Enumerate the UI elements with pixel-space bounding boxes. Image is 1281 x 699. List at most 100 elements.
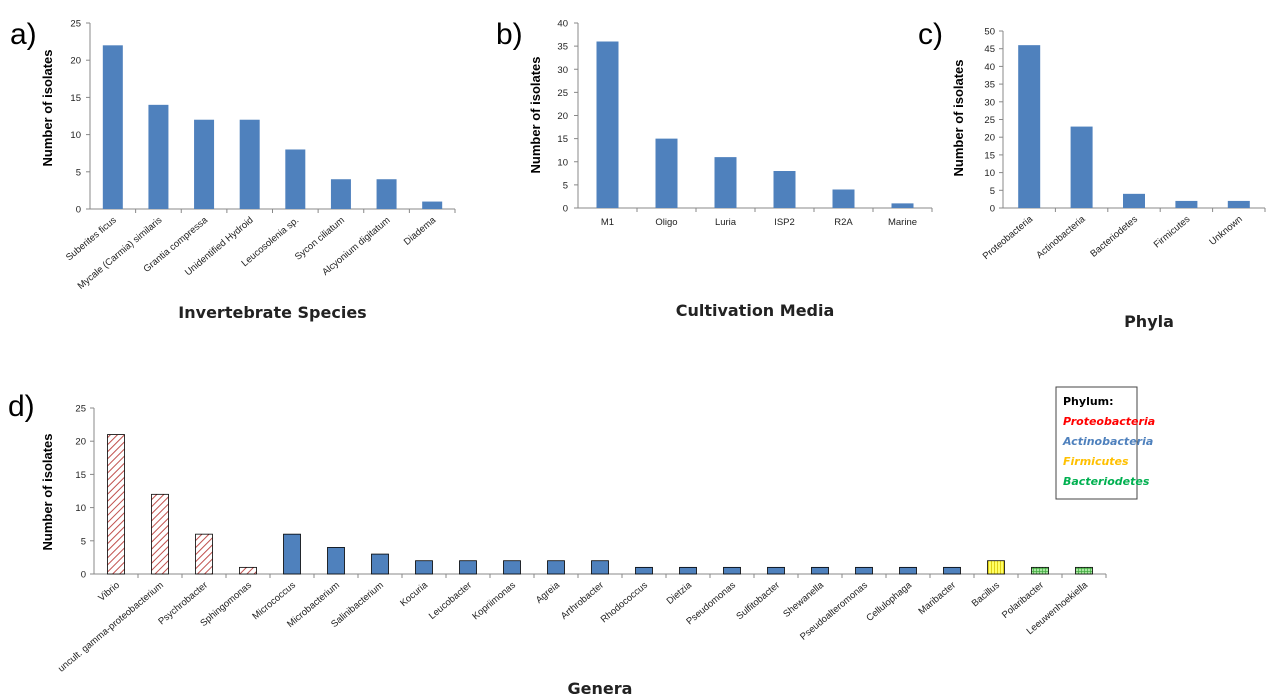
bar xyxy=(415,560,433,575)
bar xyxy=(679,566,697,575)
bar xyxy=(327,547,345,575)
y-tick-label: 25 xyxy=(75,404,86,415)
y-tick-label: 25 xyxy=(70,19,81,30)
y-tick-label: 20 xyxy=(75,437,86,448)
y-tick-label: 25 xyxy=(984,115,995,126)
x-tick-label: R2A xyxy=(834,217,853,228)
chart-panel-4: d)Number of isolates0510152025Vibriouncu… xyxy=(8,386,1155,698)
x-tick-label: Vibrio xyxy=(96,580,122,604)
y-tick-label: 40 xyxy=(984,62,995,73)
bar xyxy=(943,566,961,575)
bar xyxy=(1227,200,1250,208)
y-tick-label: 10 xyxy=(557,157,568,168)
y-tick-label: 10 xyxy=(75,503,86,514)
x-tick-label: Polaribacter xyxy=(1000,580,1046,621)
x-tick-label: Agreia xyxy=(534,579,563,606)
y-tick-label: 30 xyxy=(557,65,568,76)
bar xyxy=(148,104,169,209)
y-tick-label: 15 xyxy=(984,150,995,161)
x-tick-label: Proteobacteria xyxy=(981,213,1036,262)
y-tick-label: 0 xyxy=(990,204,995,215)
y-tick-label: 0 xyxy=(81,570,86,581)
x-tick-label: ISP2 xyxy=(774,217,795,228)
y-tick-label: 25 xyxy=(557,88,568,99)
bar xyxy=(1018,45,1041,208)
panel-letter: b) xyxy=(496,18,523,51)
bar xyxy=(596,41,619,208)
legend-item: Bacteriodetes xyxy=(1063,475,1150,488)
bar xyxy=(714,157,737,208)
y-tick-label: 10 xyxy=(70,130,81,141)
x-tick-label: Mycale (Carmia) similaris xyxy=(76,215,165,292)
x-tick-label: Bacillus xyxy=(970,580,1002,610)
y-tick-label: 30 xyxy=(984,97,995,108)
chart-panel-3: c) Number of isolates 0 5 10 15 20 25 30 35 40 45 50… xyxy=(918,18,1266,331)
y-tick-label: 5 xyxy=(990,186,995,197)
bar xyxy=(239,119,260,209)
legend-box xyxy=(1055,386,1138,500)
bar xyxy=(330,179,351,209)
bar xyxy=(285,149,306,209)
panel-letter: a) xyxy=(10,18,37,51)
y-tick-label: 5 xyxy=(76,167,81,178)
panel-letter: d) xyxy=(8,390,35,423)
bar xyxy=(547,560,565,575)
bar xyxy=(891,203,914,208)
y-tick-label: 0 xyxy=(563,204,568,215)
x-tick-label: Rhodococcus xyxy=(599,580,650,626)
x-tick-label: Firmicutes xyxy=(1152,214,1193,251)
bar xyxy=(1123,193,1145,208)
bar xyxy=(832,189,855,208)
x-tick-label: Sulfitobacter xyxy=(734,580,782,622)
bar xyxy=(635,566,653,575)
y-tick-label: 20 xyxy=(984,133,995,144)
y-tick-label: 15 xyxy=(75,470,86,481)
legend-item: Firmicutes xyxy=(1063,455,1129,468)
x-tick-label: Marine xyxy=(888,217,917,228)
bar xyxy=(811,566,829,575)
legend: Phylum: Proteobacteria Actinobacteria Firmi… xyxy=(1055,386,1155,500)
bar xyxy=(987,560,1005,575)
y-tick-label: 45 xyxy=(984,44,995,55)
x-tick-label: Bacteriodetes xyxy=(1088,214,1140,260)
x-axis-title: Phyla xyxy=(1124,312,1174,331)
legend-item: Proteobacteria xyxy=(1063,415,1155,428)
bar xyxy=(195,533,213,575)
bar xyxy=(591,560,609,575)
bar xyxy=(767,566,785,575)
bar xyxy=(422,201,443,209)
bar xyxy=(1075,566,1093,575)
bar xyxy=(899,566,917,575)
y-tick-label: 40 xyxy=(557,19,568,30)
x-tick-label: Dietzia xyxy=(665,579,695,607)
panel-letter: c) xyxy=(918,18,943,51)
chart-panel-1: a)Number of isolates0510152025Suberites … xyxy=(10,18,456,322)
bar xyxy=(102,45,123,209)
y-tick-label: 35 xyxy=(557,42,568,53)
legend-item: Actinobacteria xyxy=(1062,435,1153,448)
bar xyxy=(107,434,125,575)
y-tick-label: 10 xyxy=(984,168,995,179)
x-tick-label: Shewanella xyxy=(781,579,826,619)
chart-panel-2: b) Number of isolates 0 5 10 15 20 25 30 35 40 M1 Ol… xyxy=(496,18,933,320)
x-tick-label: Cellulophaga xyxy=(864,579,914,624)
x-tick-label: Kopriimonas xyxy=(470,580,518,623)
x-axis-title: Genera xyxy=(568,679,633,698)
bar xyxy=(723,566,741,575)
bar xyxy=(855,566,873,575)
y-axis-title: Number of isolates xyxy=(40,433,55,550)
x-tick-label: M1 xyxy=(601,217,614,228)
legend-title: Phylum: xyxy=(1063,395,1114,408)
y-tick-label: 5 xyxy=(563,180,568,191)
y-axis-title: Number of isolates xyxy=(528,56,543,173)
bar xyxy=(376,179,397,209)
bar xyxy=(1070,126,1093,208)
bar xyxy=(655,138,678,208)
y-tick-label: 5 xyxy=(81,536,86,547)
x-axis-title: Invertebrate Species xyxy=(178,303,366,322)
bar xyxy=(283,533,301,575)
x-tick-label: Oligo xyxy=(655,217,677,228)
y-tick-label: 15 xyxy=(557,134,568,145)
bar xyxy=(194,119,215,209)
